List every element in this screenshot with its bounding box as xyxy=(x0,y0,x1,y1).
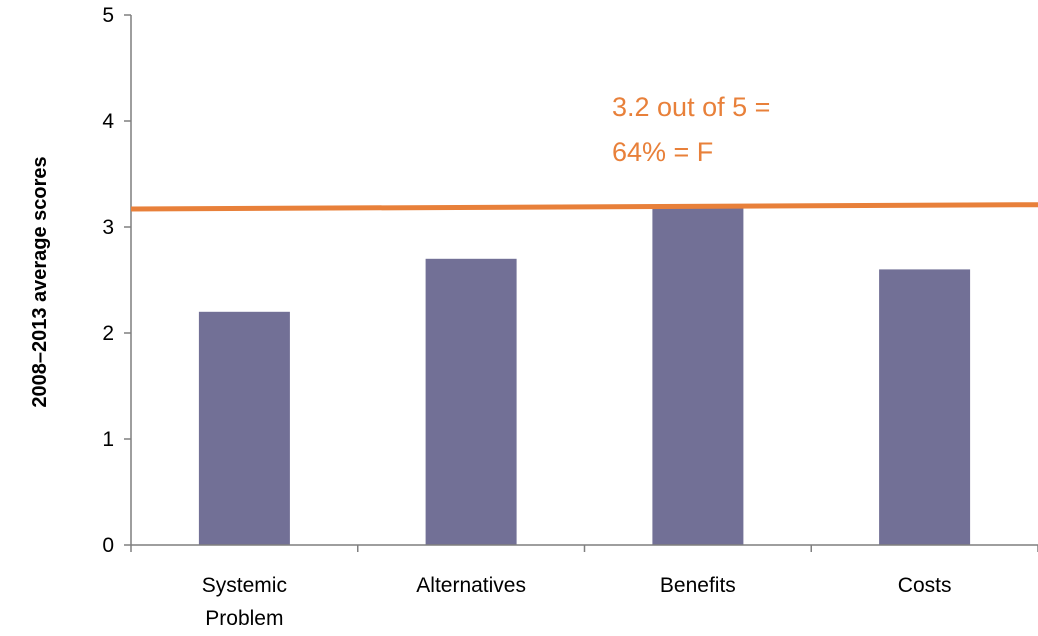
y-axis-label: 2008–2013 average scores xyxy=(29,156,51,407)
overlay-group: 3.2 out of 5 = 64% = F xyxy=(130,92,1038,212)
x-tick-label-4: Costs xyxy=(898,574,952,597)
y-tick-label-0: 0 xyxy=(102,534,114,557)
reference-line xyxy=(130,202,1038,212)
ticks-group: 0 1 2 3 4 5 Systemic Problem Alternatives Benefit… xyxy=(102,4,1038,630)
y-tick-label-4: 4 xyxy=(102,110,114,133)
x-tick-label-2: Alternatives xyxy=(416,574,526,597)
y-tick-label-5: 5 xyxy=(102,4,114,27)
reference-annotation: 3.2 out of 5 = 64% = F xyxy=(612,92,770,167)
bar-3 xyxy=(652,205,744,546)
x-tick-label-1: Systemic Problem xyxy=(202,574,287,630)
x-tick-label-3: Benefits xyxy=(660,574,736,597)
bar-4 xyxy=(879,269,971,545)
y-tick-label-1: 1 xyxy=(102,428,114,451)
y-tick-label-3: 3 xyxy=(102,216,114,239)
bar-1 xyxy=(198,311,290,545)
bar-2 xyxy=(425,258,517,545)
bars-group xyxy=(198,205,971,546)
y-tick-label-2: 2 xyxy=(102,322,114,345)
